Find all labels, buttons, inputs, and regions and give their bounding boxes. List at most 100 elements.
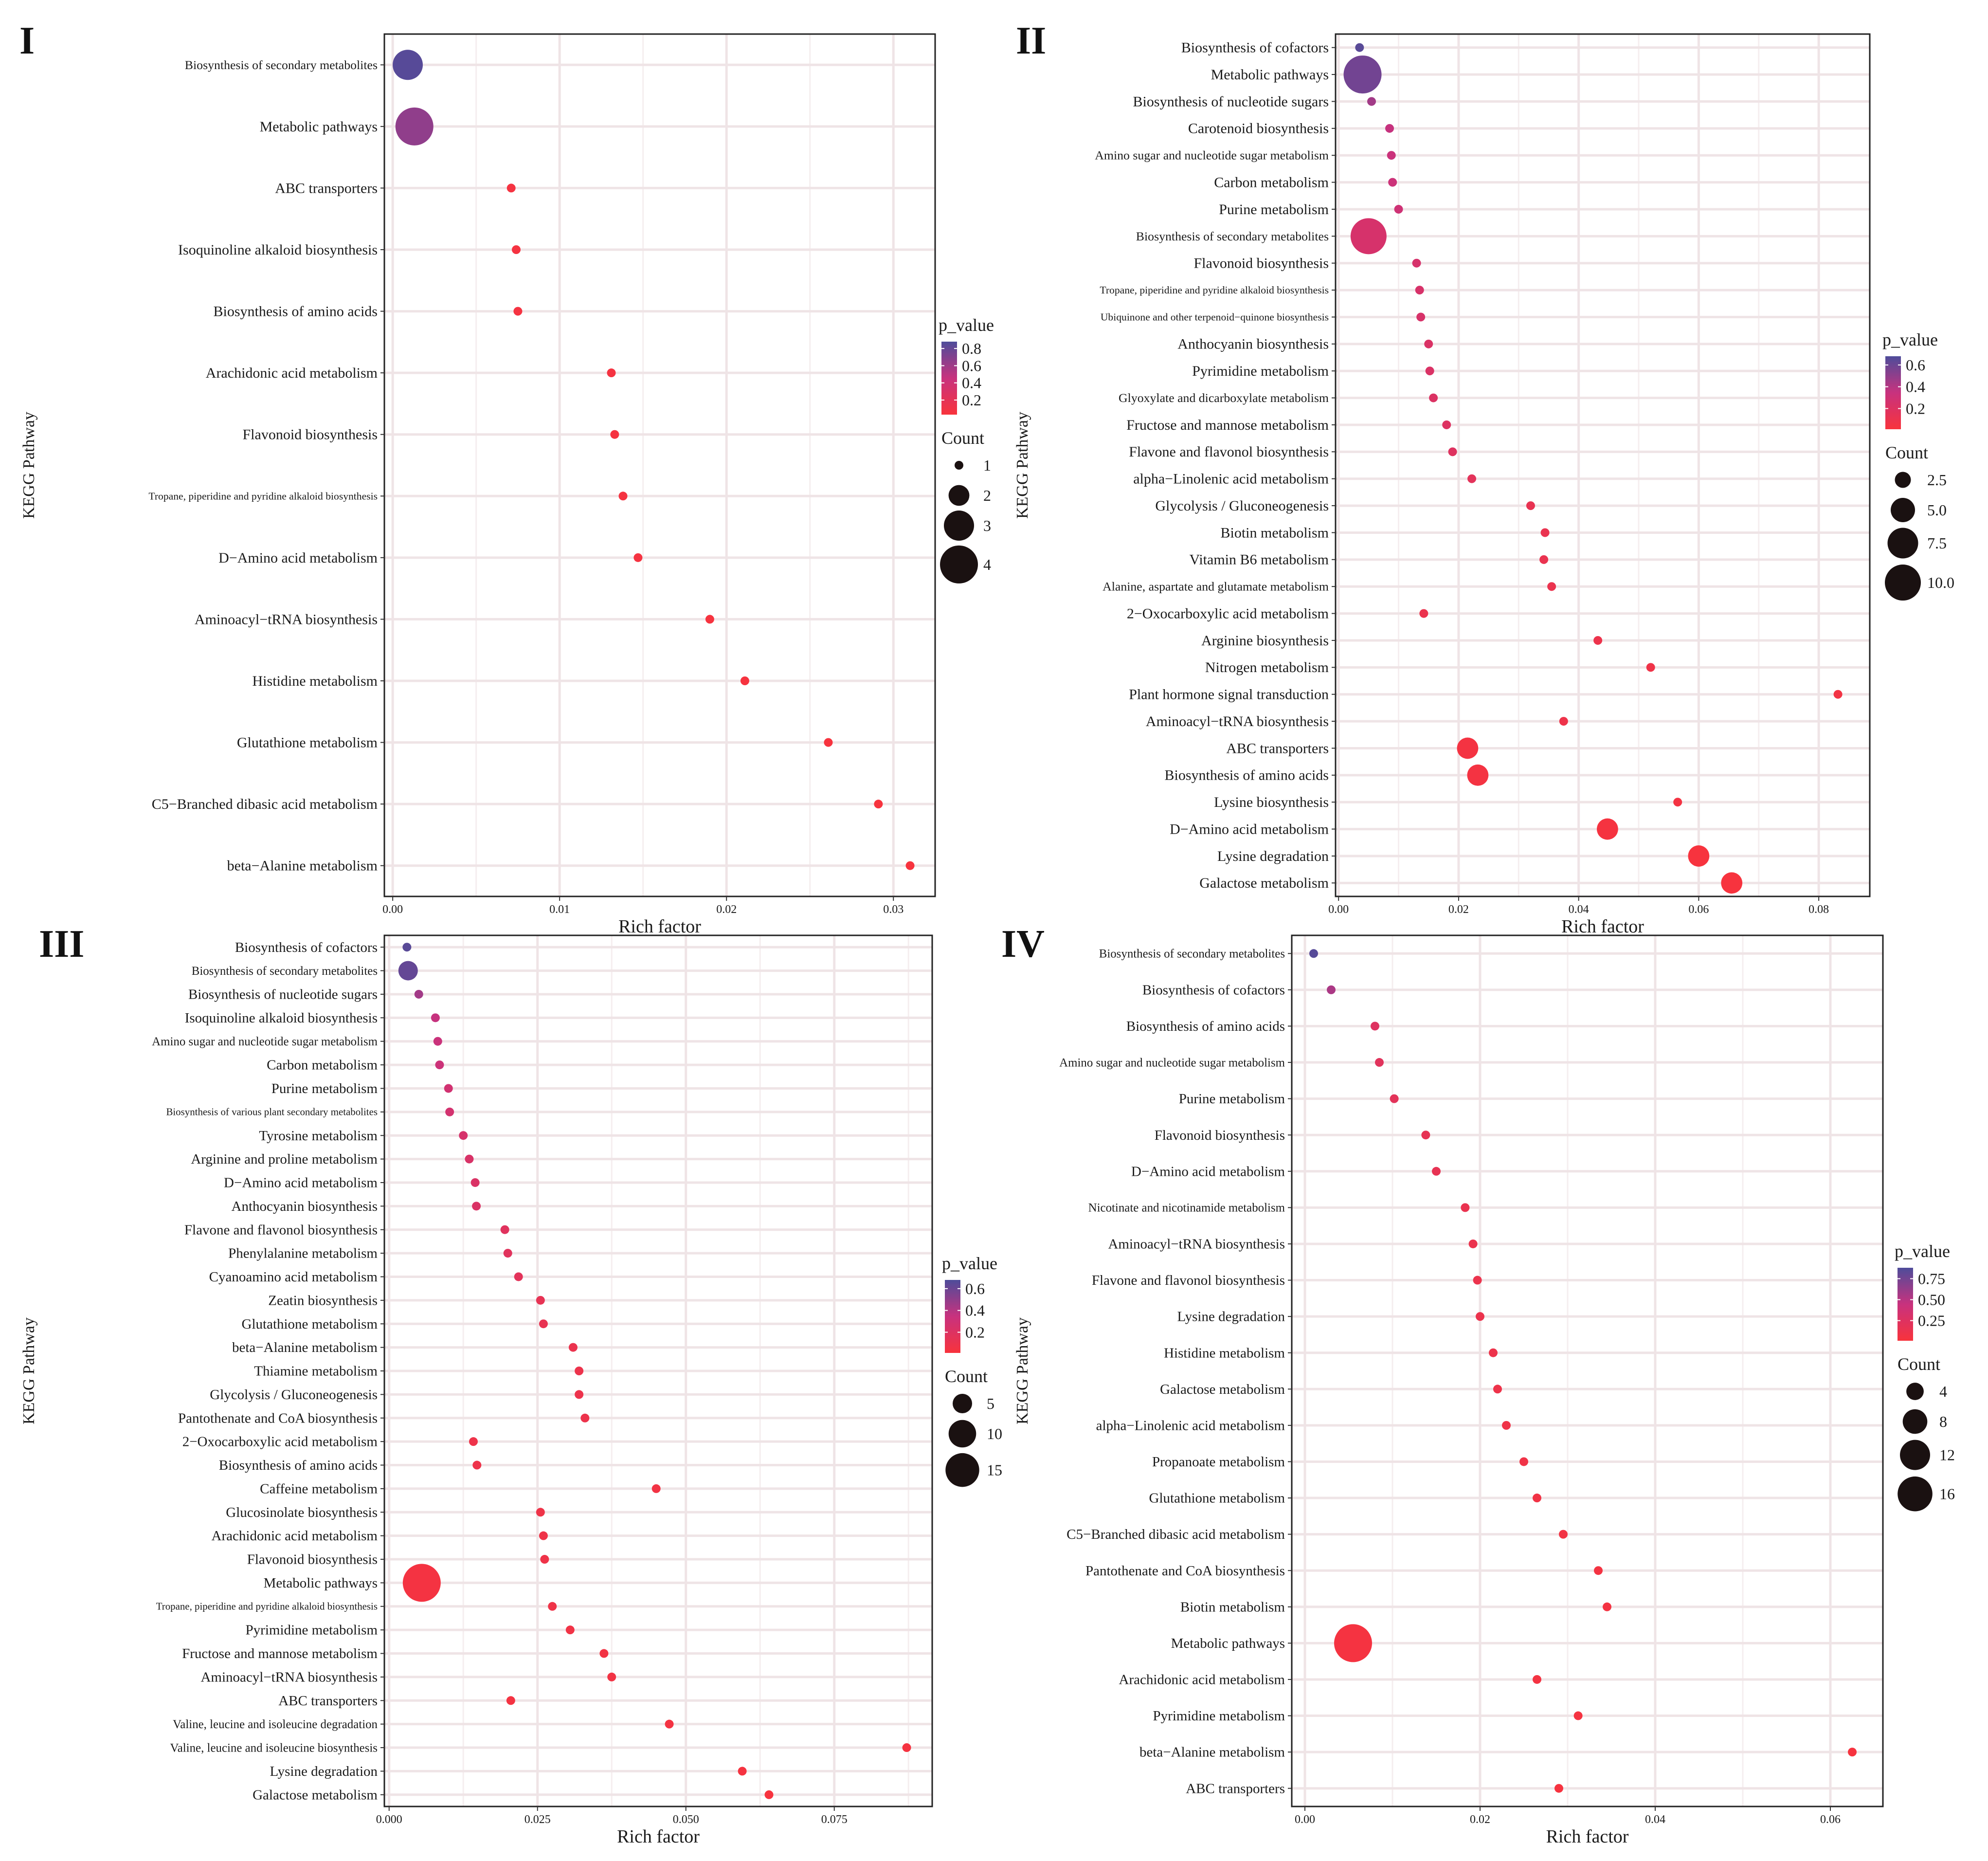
x-tick-label: 0.00 xyxy=(382,903,403,916)
data-point xyxy=(1419,609,1428,618)
data-point xyxy=(618,492,628,501)
y-tick-label: Biosynthesis of cofactors xyxy=(1181,40,1329,56)
panel-ii: II Biosynthesis of cofactors Metabolic pat… xyxy=(1013,19,1954,937)
plot-border xyxy=(1335,33,1871,897)
legend-count-label: 3 xyxy=(983,517,991,534)
y-tick-label: ABC transporters xyxy=(275,180,378,196)
data-point xyxy=(1371,1022,1379,1031)
legend-count-label: 8 xyxy=(1939,1413,1947,1430)
panel-i: I Biosynthesis of secondary metabolites Me… xyxy=(19,19,994,937)
y-tick-label: Arachidonic acid metabolism xyxy=(212,1528,378,1544)
data-point xyxy=(548,1602,557,1611)
legend-colorbar xyxy=(1898,1268,1913,1341)
y-tick-label: Tropane, piperidine and pyridine alkaloi… xyxy=(148,490,378,502)
data-point xyxy=(445,1107,454,1116)
data-point xyxy=(905,861,915,870)
legend-pvalue-title: p_value xyxy=(939,315,994,335)
plot-area xyxy=(1292,935,1883,1806)
data-point xyxy=(1493,1385,1502,1394)
y-tick-label: Carbon metabolism xyxy=(1214,174,1329,190)
data-point xyxy=(705,615,714,624)
legend-count-symbol xyxy=(948,1420,976,1448)
legend-count-title: Count xyxy=(941,428,984,448)
plot-area xyxy=(384,34,935,896)
y-tick-label: Amino sugar and nucleotide sugar metabol… xyxy=(152,1035,378,1048)
y-tick-label: Histidine metabolism xyxy=(253,673,378,689)
legend-colorbar xyxy=(1885,356,1901,429)
legend-count-symbol xyxy=(945,1453,979,1487)
data-point xyxy=(568,1343,578,1352)
legend-pvalue-label: 0.6 xyxy=(1906,356,1925,374)
x-tick-label: 0.025 xyxy=(524,1813,551,1826)
y-tick-label: Galactose metabolism xyxy=(253,1787,378,1803)
x-tick-label: 0.04 xyxy=(1569,903,1589,916)
data-point xyxy=(539,1319,548,1329)
y-tick-label: Aminoacyl−tRNA biosynthesis xyxy=(1108,1237,1285,1252)
plot-border xyxy=(383,33,936,897)
legend-count-label: 5 xyxy=(987,1395,994,1412)
legend-count-title: Count xyxy=(945,1367,988,1386)
data-point xyxy=(540,1555,549,1564)
y-tick-label: Lysine degradation xyxy=(1217,848,1329,864)
y-tick-label: Lysine degradation xyxy=(1177,1309,1285,1325)
data-point xyxy=(1559,717,1568,726)
data-point xyxy=(393,50,423,80)
legend-count-label: 4 xyxy=(1939,1383,1947,1400)
x-tick-label: 0.00 xyxy=(1295,1813,1315,1826)
data-point xyxy=(1559,1530,1568,1539)
x-tick-label: 0.02 xyxy=(1470,1813,1490,1826)
y-tick-label: alpha−Linolenic acid metabolism xyxy=(1133,471,1329,487)
legend-count-label: 2.5 xyxy=(1927,471,1947,489)
data-point xyxy=(1594,1566,1603,1575)
legend-count-symbol xyxy=(953,1394,972,1413)
y-tick-label: Biosynthesis of secondary metabolites xyxy=(1099,948,1285,961)
y-tick-label: D−Amino acid metabolism xyxy=(1131,1164,1285,1179)
y-tick-label: Pantothenate and CoA biosynthesis xyxy=(1085,1563,1285,1579)
legend-count-label: 5.0 xyxy=(1927,501,1947,519)
legend-count-symbol xyxy=(1885,565,1921,601)
y-tick-label: Thiamine metabolism xyxy=(254,1364,378,1379)
data-point xyxy=(395,107,434,146)
data-point xyxy=(1432,1167,1441,1176)
x-tick-label: 0.01 xyxy=(549,903,570,916)
y-tick-label: D−Amino acid metabolism xyxy=(1170,821,1329,837)
y-tick-label: Tropane, piperidine and pyridine alkaloi… xyxy=(156,1601,378,1612)
y-tick-label: Aminoacyl−tRNA biosynthesis xyxy=(200,1669,378,1685)
legend-pvalue-label: 0.4 xyxy=(965,1302,985,1319)
y-tick-label: Isoquinoline alkaloid biosynthesis xyxy=(185,1010,378,1026)
y-tick-label: beta−Alanine metabolism xyxy=(227,858,378,874)
data-point xyxy=(1476,1312,1484,1321)
data-point xyxy=(1327,985,1336,994)
data-point xyxy=(465,1154,474,1164)
data-point xyxy=(506,183,516,193)
data-point xyxy=(1721,872,1743,894)
y-tick-label: Caffeine metabolism xyxy=(260,1481,378,1496)
y-tick-label: Pantothenate and CoA biosynthesis xyxy=(178,1410,378,1426)
y-tick-label: Zeatin biosynthesis xyxy=(268,1293,378,1308)
legend-pvalue-label: 0.2 xyxy=(962,391,981,409)
y-tick-label: Purine metabolism xyxy=(1219,201,1329,218)
legend-count-symbol xyxy=(1891,498,1915,522)
data-point xyxy=(764,1790,774,1799)
y-tick-label: Tropane, piperidine and pyridine alkaloi… xyxy=(1100,284,1329,296)
y-tick-label: Pyrimidine metabolism xyxy=(1153,1708,1285,1724)
legend-count-symbol xyxy=(955,461,963,470)
y-tick-label: Biosynthesis of amino acids xyxy=(1126,1019,1285,1034)
x-tick-label: 0.000 xyxy=(376,1813,402,1826)
data-point xyxy=(1334,1624,1372,1662)
y-tick-label: ABC transporters xyxy=(1186,1781,1285,1796)
legend-count-title: Count xyxy=(1885,443,1928,462)
data-point xyxy=(1603,1602,1611,1611)
data-point xyxy=(402,943,412,952)
x-tick-label: 0.02 xyxy=(716,903,737,916)
data-point xyxy=(1688,845,1710,867)
y-tick-label: Purine metabolism xyxy=(1179,1091,1285,1107)
y-tick-label: Lysine biosynthesis xyxy=(1214,794,1329,810)
legend-count-symbol xyxy=(1906,1383,1924,1400)
data-point xyxy=(435,1060,444,1070)
data-point xyxy=(513,307,523,316)
y-tick-label: Glycolysis / Gluconeogenesis xyxy=(1155,498,1329,514)
y-tick-label: Biosynthesis of amino acids xyxy=(219,1458,378,1473)
y-tick-label: ABC transporters xyxy=(278,1693,378,1709)
y-tick-label: Vitamin B6 metabolism xyxy=(1189,552,1329,568)
